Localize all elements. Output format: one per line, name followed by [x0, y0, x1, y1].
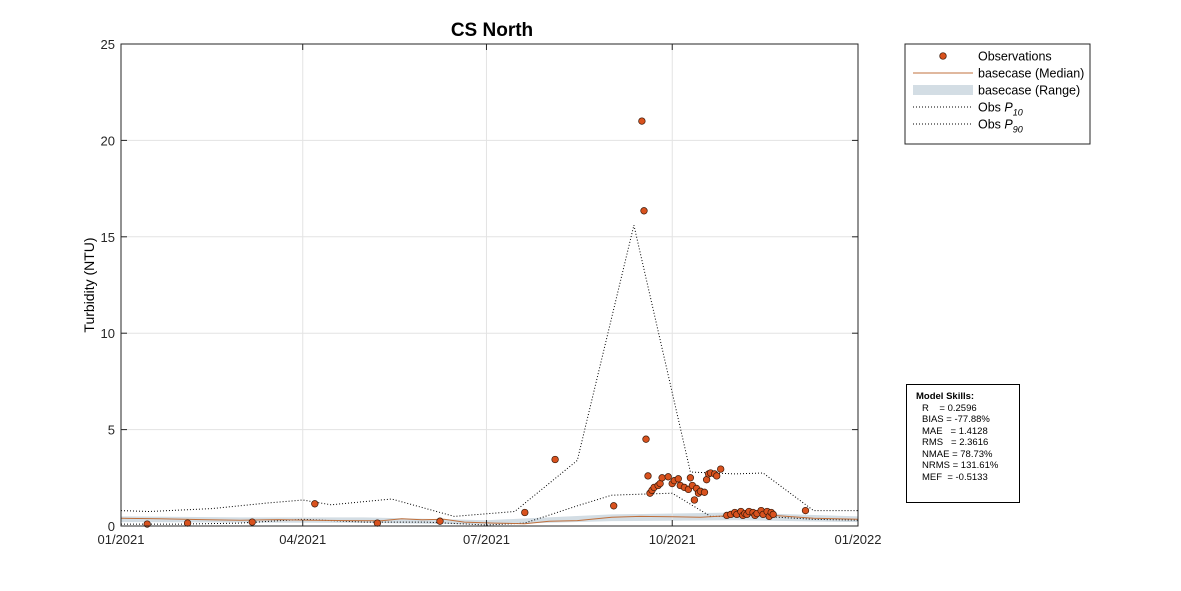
legend-label: basecase (Range) — [978, 84, 1080, 98]
legend-observations-marker — [939, 52, 947, 60]
observation-point — [801, 506, 810, 515]
model-skill-nmae: NMAE = 78.73% — [922, 448, 993, 460]
observation-point — [686, 474, 695, 482]
x-tick-label: 07/2021 — [463, 532, 510, 547]
observation-point — [664, 473, 672, 481]
legend: Observations basecase (Median) basecase (R… — [904, 43, 1091, 145]
model-skill-r: R = 0.2596 — [922, 402, 977, 414]
x-tick-label: 01/2021 — [98, 532, 145, 547]
observation-point — [658, 474, 666, 482]
y-tick-label: 20 — [101, 133, 115, 148]
model-skill-mef: MEF = -0.5133 — [922, 471, 988, 483]
legend-label: basecase (Median) — [978, 67, 1084, 81]
observation-point — [311, 500, 319, 508]
model-skills-box: Model Skills: R = 0.2596 BIAS = -77.88% … — [906, 384, 1020, 503]
median-line — [120, 514, 859, 525]
observation-point — [640, 207, 648, 215]
range-band-layer — [121, 44, 858, 526]
observation-point — [373, 519, 382, 527]
observation-point — [642, 435, 650, 443]
observation-point — [551, 455, 559, 464]
observation-point — [717, 465, 725, 473]
y-axis-label: Turbidity (NTU) — [81, 237, 97, 332]
series-layer — [120, 117, 859, 528]
observation-point — [690, 496, 699, 504]
y-tick-label: 5 — [108, 423, 115, 438]
observation-point — [644, 472, 652, 480]
model-skill-nrms: NRMS = 131.61% — [922, 460, 999, 471]
legend-label: Obs P10 — [978, 101, 1023, 118]
chart-title: CS North — [451, 20, 533, 41]
observation-point — [183, 519, 192, 527]
model-skill-bias: BIAS = -77.88% — [922, 414, 990, 425]
y-tick-label: 25 — [101, 37, 115, 52]
legend-label: Obs P90 — [978, 118, 1023, 135]
axes-box — [120, 43, 859, 527]
observation-point — [610, 502, 618, 510]
observation-point — [700, 488, 709, 496]
observation-point — [769, 510, 777, 519]
observation-point — [674, 475, 682, 483]
observation-point — [713, 472, 721, 480]
x-tick-label: 04/2021 — [279, 532, 326, 547]
y-tick-label: 0 — [108, 519, 115, 534]
model-skill-rms: RMS = 2.3616 — [922, 437, 989, 448]
legend-label: Observations — [978, 50, 1052, 64]
observation-point — [638, 117, 646, 125]
observation-point — [248, 518, 256, 526]
range-band — [121, 512, 858, 525]
y-tick-label: 10 — [101, 326, 115, 341]
legend-range-patch — [913, 85, 973, 95]
model-skill-mae: MAE = 1.4128 — [922, 425, 988, 437]
observation-point — [436, 517, 444, 525]
observation-point — [521, 508, 529, 517]
model-skills-title: Model Skills: — [916, 391, 975, 402]
plot-area — [121, 44, 858, 526]
x-tick-label: 01/2022 — [835, 532, 882, 547]
y-tick-label: 15 — [101, 230, 115, 245]
x-tick-label: 10/2021 — [649, 532, 696, 547]
axes-layer: 01/2021 04/2021 07/2021 10/2021 01/2022 0 5 10 1… — [98, 37, 882, 547]
